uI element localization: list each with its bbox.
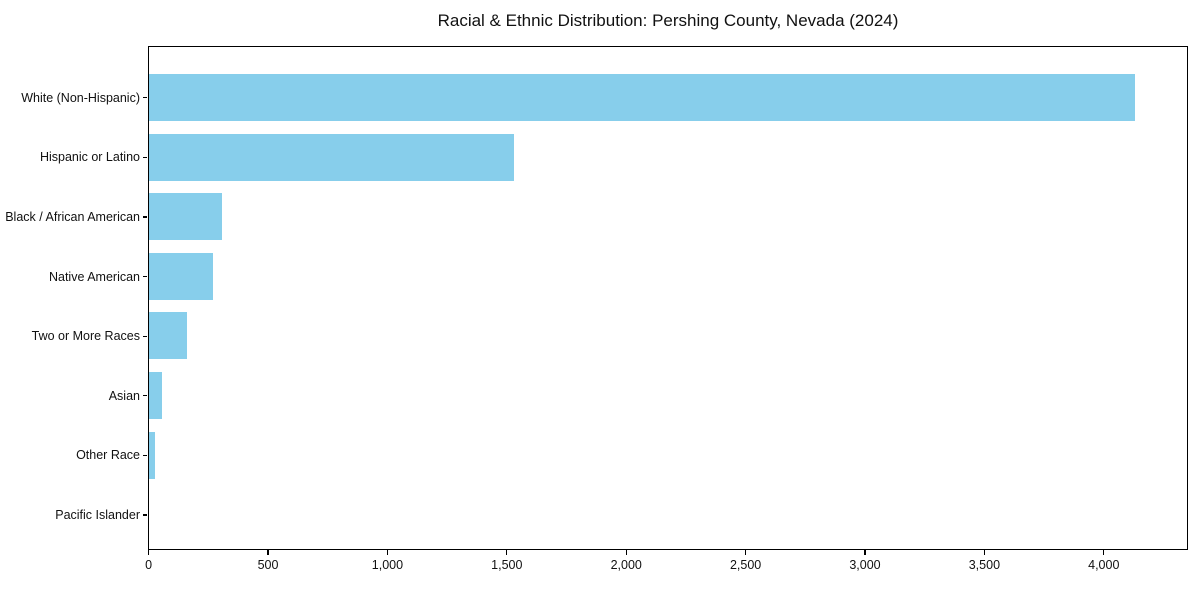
x-tick-label: 4,000 [1088,558,1120,572]
x-tick-mark [745,550,747,555]
x-tick-mark [506,550,508,555]
x-tick-mark [148,550,150,555]
x-tick-label: 1,500 [491,558,523,572]
y-tick-mark [142,395,147,397]
y-tick-mark [142,216,147,218]
x-tick-label: 2,000 [610,558,642,572]
y-tick-mark [142,335,147,337]
y-tick-label: Other Race [76,448,140,463]
bar [149,74,1135,121]
x-tick-label: 3,000 [849,558,881,572]
y-tick-mark [142,97,147,99]
x-tick-label: 2,500 [729,558,762,572]
bar [149,193,222,241]
bar [149,431,155,479]
x-tick-mark [267,550,269,555]
y-tick-mark [142,454,147,456]
y-tick-label: Pacific Islander [55,508,140,522]
bar [149,312,188,360]
y-tick-mark [142,156,147,158]
y-tick-mark [142,514,147,516]
y-tick-label: White (Non-Hispanic) [21,90,140,105]
x-tick-mark [625,550,627,555]
x-tick-label: 500 [257,558,279,572]
x-tick-label: 3,500 [968,558,1001,572]
y-tick-mark [142,276,147,278]
bar [149,372,163,419]
x-tick-mark [864,550,866,555]
x-tick-label: 0 [145,558,153,572]
y-tick-label: Native American [48,269,140,284]
x-tick-label: 1,000 [371,558,404,572]
x-tick-mark [1103,550,1105,555]
plot-area [148,46,1188,550]
y-tick-label: Hispanic or Latino [39,150,140,165]
y-tick-label: Asian [108,388,140,403]
y-tick-label: Black / African American [5,210,140,224]
y-tick-label: Two or More Races [31,329,140,344]
x-tick-mark [983,550,985,555]
bar [149,252,214,300]
chart-title: Racial & Ethnic Distribution: Pershing C… [437,11,899,30]
bar [149,133,515,181]
x-tick-mark [386,550,389,555]
